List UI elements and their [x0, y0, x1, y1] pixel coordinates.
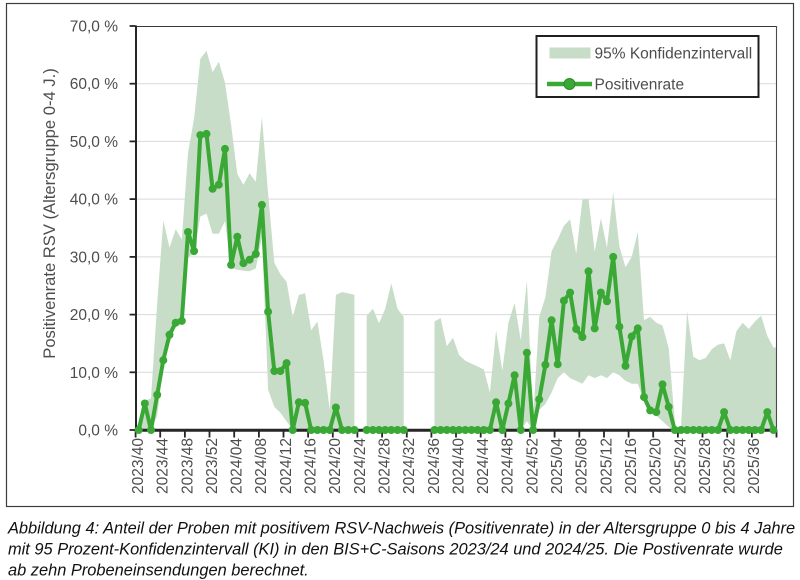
svg-text:2025/24: 2025/24 — [672, 438, 689, 494]
svg-text:20,0 %: 20,0 % — [70, 307, 118, 324]
svg-text:2025/36: 2025/36 — [746, 438, 763, 494]
svg-text:50,0 %: 50,0 % — [70, 134, 118, 151]
svg-text:2025/16: 2025/16 — [623, 438, 640, 494]
svg-text:2024/28: 2024/28 — [377, 438, 394, 494]
svg-text:60,0 %: 60,0 % — [70, 76, 118, 93]
svg-text:2024/36: 2024/36 — [426, 438, 443, 494]
svg-text:2023/44: 2023/44 — [155, 438, 172, 494]
svg-text:2024/20: 2024/20 — [327, 438, 344, 494]
svg-text:2024/52: 2024/52 — [524, 438, 541, 494]
svg-text:2023/52: 2023/52 — [204, 438, 221, 494]
svg-text:2025/04: 2025/04 — [549, 438, 566, 494]
svg-text:2025/12: 2025/12 — [598, 438, 615, 494]
svg-text:30,0 %: 30,0 % — [70, 249, 118, 266]
svg-text:2024/08: 2024/08 — [253, 438, 270, 494]
svg-text:2024/40: 2024/40 — [450, 438, 467, 494]
svg-text:Abbildung 4: Anteil der Proben: Abbildung 4: Anteil der Proben mit posit… — [7, 520, 795, 538]
svg-text:Positivenrate RSV (Altersgrupp: Positivenrate RSV (Altersgruppe 0-4 J.) — [40, 68, 59, 359]
svg-text:2023/48: 2023/48 — [179, 438, 196, 494]
svg-text:0,0 %: 0,0 % — [78, 423, 118, 440]
svg-text:Positivenrate: Positivenrate — [595, 77, 685, 94]
svg-text:2025/08: 2025/08 — [574, 438, 591, 494]
svg-text:2025/32: 2025/32 — [722, 438, 739, 494]
svg-text:40,0 %: 40,0 % — [70, 192, 118, 209]
svg-text:2024/32: 2024/32 — [401, 438, 418, 494]
svg-text:2024/44: 2024/44 — [475, 438, 492, 494]
svg-text:2024/24: 2024/24 — [352, 438, 369, 494]
svg-text:2024/04: 2024/04 — [229, 438, 246, 494]
svg-text:10,0 %: 10,0 % — [70, 365, 118, 382]
svg-text:ab zehn Probeneinsendungen ber: ab zehn Probeneinsendungen berechnet. — [8, 562, 309, 580]
svg-text:2024/12: 2024/12 — [278, 438, 295, 494]
svg-text:70,0 %: 70,0 % — [70, 19, 118, 36]
svg-text:2023/40: 2023/40 — [130, 438, 147, 494]
svg-text:2025/20: 2025/20 — [648, 438, 665, 494]
svg-text:2024/16: 2024/16 — [303, 438, 320, 494]
svg-text:2024/48: 2024/48 — [500, 438, 517, 494]
svg-text:2025/28: 2025/28 — [697, 438, 714, 494]
svg-text:mit 95 Prozent-Konfidenzinterv: mit 95 Prozent-Konfidenzintervall (KI) i… — [8, 541, 783, 559]
svg-text:95% Konfidenzintervall: 95% Konfidenzintervall — [595, 46, 753, 63]
